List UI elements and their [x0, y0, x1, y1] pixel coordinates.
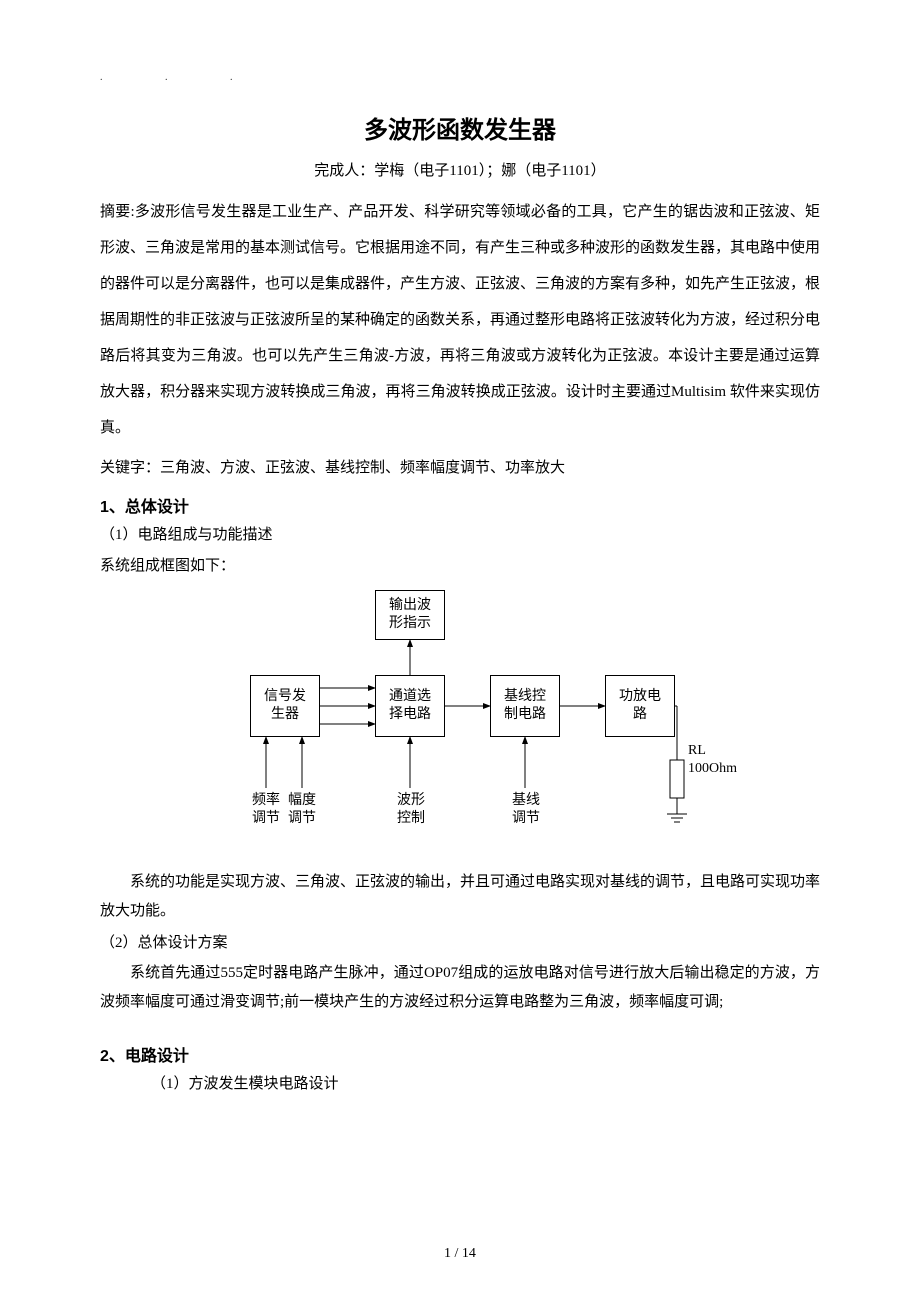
- node-output_indicator: 输出波形指示: [375, 590, 445, 640]
- page-number: 1 / 14: [0, 1246, 920, 1262]
- label-base_adj: 基线调节: [512, 792, 540, 828]
- node-channel_sel: 通道选择电路: [375, 675, 445, 737]
- abstract-label: 摘要:: [100, 204, 135, 220]
- subsection-2-1: （1）方波发生模块电路设计: [100, 1070, 820, 1099]
- label-freq_adj: 频率调节: [252, 792, 280, 828]
- section-2-heading: 2、电路设计: [100, 1042, 820, 1066]
- keywords: 关键字：三角波、方波、正弦波、基线控制、频率幅度调节、功率放大: [100, 452, 820, 485]
- system-block-diagram: 输出波形指示信号发生器通道选择电路基线控制电路功放电路频率调节幅度调节 波形控制 基…: [160, 590, 760, 850]
- doc-authors: 完成人：学梅（电子1101）；娜（电子1101）: [100, 159, 820, 180]
- doc-title: 多波形函数发生器: [100, 110, 820, 145]
- subsection-1-1: （1）电路组成与功能描述: [100, 521, 820, 550]
- node-baseline: 基线控制电路: [490, 675, 560, 737]
- label-amp_adj: 幅度调节: [288, 792, 316, 828]
- keywords-body: 三角波、方波、正弦波、基线控制、频率幅度调节、功率放大: [160, 460, 565, 476]
- abstract-body: 多波形信号发生器是工业生产、产品开发、科学研究等领域必备的工具，它产生的锯齿波和…: [100, 204, 820, 436]
- header-dots: . . .: [100, 72, 263, 83]
- node-signal_gen: 信号发生器: [250, 675, 320, 737]
- subsection-1-2-body: 系统首先通过555定时器电路产生脉冲，通过OP07组成的运放电路对信号进行放大后…: [100, 959, 820, 1018]
- node-power_amp: 功放电路: [605, 675, 675, 737]
- subsection-1-1-line: 系统组成框图如下：: [100, 552, 820, 581]
- flowchart-container: 输出波形指示信号发生器通道选择电路基线控制电路功放电路频率调节幅度调节 波形控制 基…: [100, 590, 820, 850]
- section-1-heading: 1、总体设计: [100, 493, 820, 517]
- abstract: 摘要:多波形信号发生器是工业生产、产品开发、科学研究等领域必备的工具，它产生的锯…: [100, 194, 820, 446]
- label-rl: RL100Ohm: [688, 742, 737, 778]
- keywords-label: 关键字：: [100, 460, 160, 476]
- label-wave_ctl: 波形控制: [397, 792, 425, 828]
- subsection-1-2: （2）总体设计方案: [100, 929, 820, 958]
- section-1-function-text: 系统的功能是实现方波、三角波、正弦波的输出，并且可通过电路实现对基线的调节，且电…: [100, 868, 820, 927]
